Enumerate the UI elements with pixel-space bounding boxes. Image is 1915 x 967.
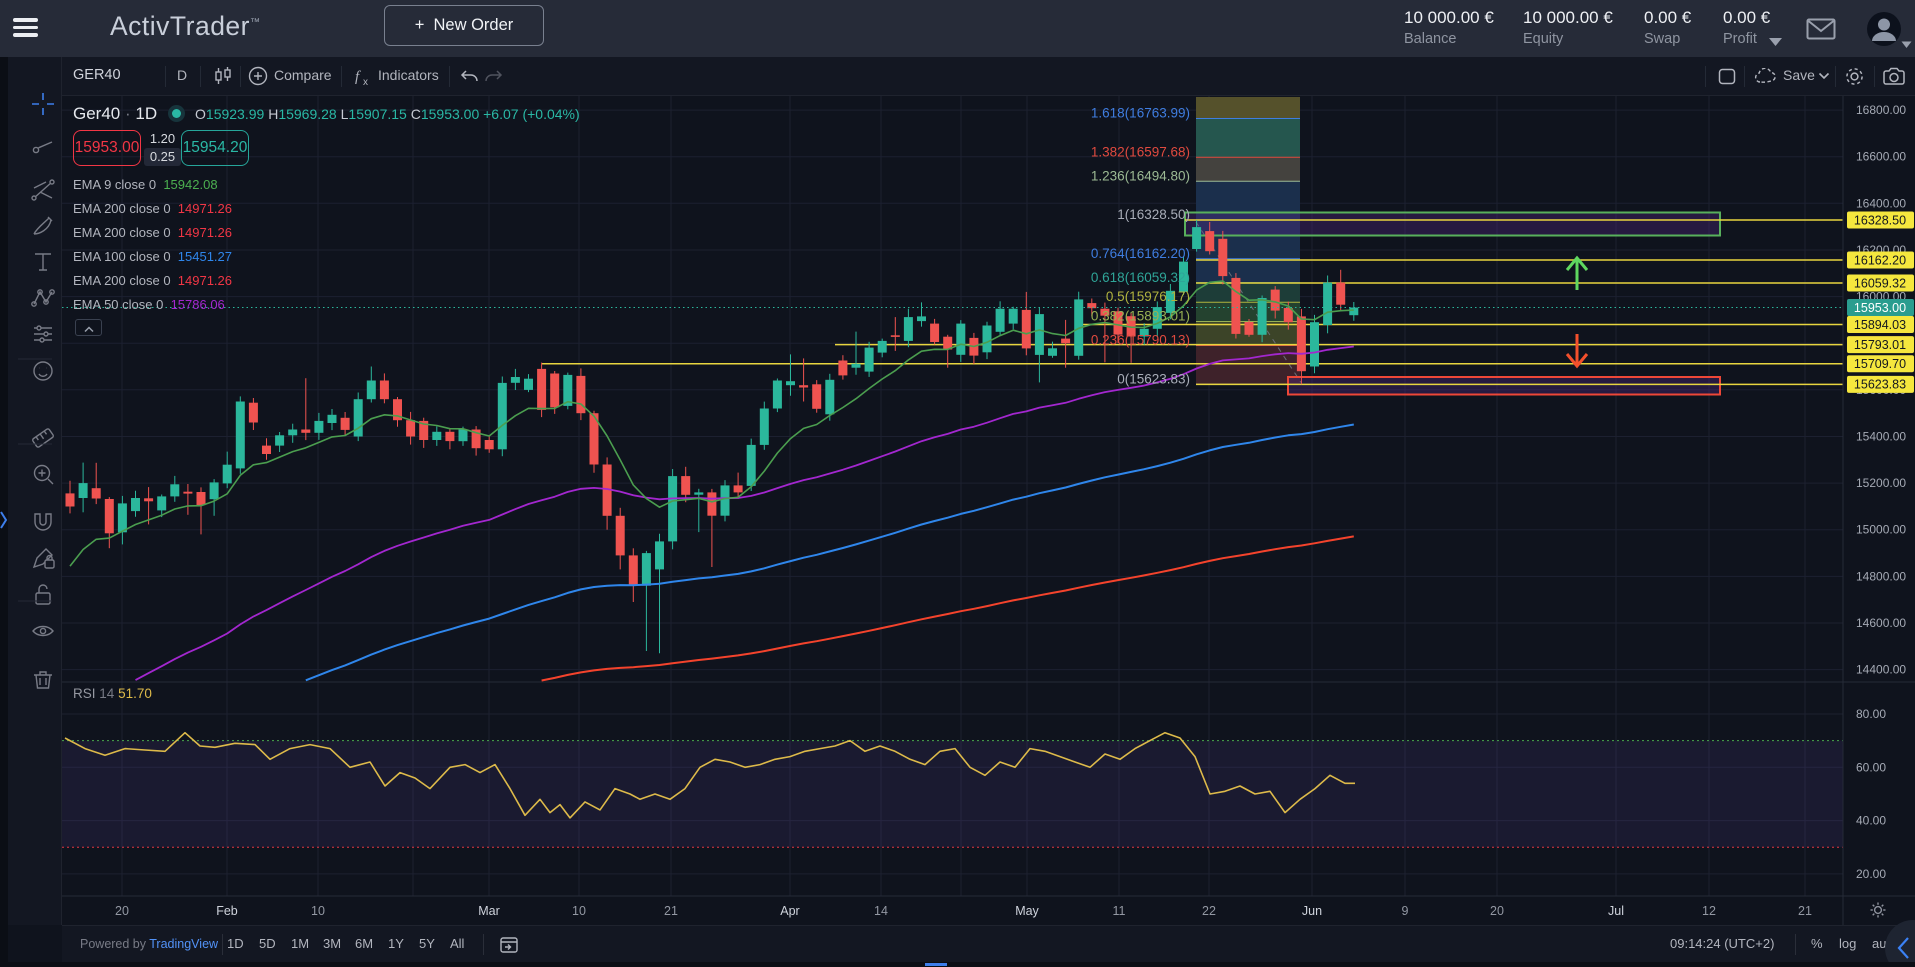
svg-text:1.236(16494.80): 1.236(16494.80) <box>1091 168 1190 183</box>
svg-text:22: 22 <box>1202 904 1216 918</box>
svg-text:60.00: 60.00 <box>1856 760 1886 774</box>
svg-text:x: x <box>363 77 368 86</box>
svg-text:10: 10 <box>311 904 325 918</box>
svg-text:Apr: Apr <box>780 904 799 918</box>
svg-text:14800.00: 14800.00 <box>1856 569 1906 583</box>
svg-text:20: 20 <box>1490 904 1504 918</box>
svg-text:15000.00: 15000.00 <box>1856 523 1906 537</box>
svg-text:0(15623.83): 0(15623.83) <box>1117 371 1190 386</box>
svg-text:Jun: Jun <box>1302 904 1322 918</box>
svg-text:Feb: Feb <box>216 904 238 918</box>
svg-text:0.618(16059.32): 0.618(16059.32) <box>1091 270 1190 285</box>
svg-text:14: 14 <box>874 904 888 918</box>
svg-text:20: 20 <box>115 904 129 918</box>
svg-text:21: 21 <box>664 904 678 918</box>
svg-text:11: 11 <box>1113 904 1126 918</box>
svg-text:0.382(15893.01): 0.382(15893.01) <box>1091 309 1190 324</box>
svg-text:Mar: Mar <box>478 904 500 918</box>
svg-text:16328.50: 16328.50 <box>1854 213 1906 227</box>
svg-text:14400.00: 14400.00 <box>1856 663 1906 677</box>
svg-text:15400.00: 15400.00 <box>1856 430 1906 444</box>
svg-text:0.236(15790.13): 0.236(15790.13) <box>1091 333 1190 348</box>
svg-text:15953.00: 15953.00 <box>1854 301 1906 315</box>
svg-text:15623.83: 15623.83 <box>1854 378 1906 392</box>
svg-text:May: May <box>1015 904 1039 918</box>
svg-text:15894.03: 15894.03 <box>1854 318 1906 332</box>
svg-text:16800.00: 16800.00 <box>1856 103 1906 117</box>
svg-text:0.764(16162.20): 0.764(16162.20) <box>1091 246 1190 261</box>
svg-text:16600.00: 16600.00 <box>1856 150 1906 164</box>
svg-text:RSI 14 51.70: RSI 14 51.70 <box>73 686 152 701</box>
svg-text:9: 9 <box>1402 904 1409 918</box>
svg-text:15793.01: 15793.01 <box>1854 338 1906 352</box>
svg-text:80.00: 80.00 <box>1856 707 1886 721</box>
svg-text:Jul: Jul <box>1608 904 1624 918</box>
svg-text:0.5(15976.17): 0.5(15976.17) <box>1106 289 1190 304</box>
svg-text:12: 12 <box>1702 904 1716 918</box>
svg-text:16059.32: 16059.32 <box>1854 276 1906 290</box>
svg-text:15200.00: 15200.00 <box>1856 476 1906 490</box>
svg-text:21: 21 <box>1798 904 1812 918</box>
svg-text:15709.70: 15709.70 <box>1854 357 1906 371</box>
svg-text:16162.20: 16162.20 <box>1854 253 1906 267</box>
svg-text:16400.00: 16400.00 <box>1856 196 1906 210</box>
svg-text:f: f <box>355 69 361 85</box>
svg-text:20.00: 20.00 <box>1856 867 1886 881</box>
svg-text:1.382(16597.68): 1.382(16597.68) <box>1091 144 1190 159</box>
svg-text:10: 10 <box>572 904 586 918</box>
svg-text:14600.00: 14600.00 <box>1856 616 1906 630</box>
svg-text:40.00: 40.00 <box>1856 814 1886 828</box>
svg-text:1.618(16763.99): 1.618(16763.99) <box>1091 106 1190 121</box>
svg-text:1(16328.50): 1(16328.50) <box>1117 207 1190 222</box>
